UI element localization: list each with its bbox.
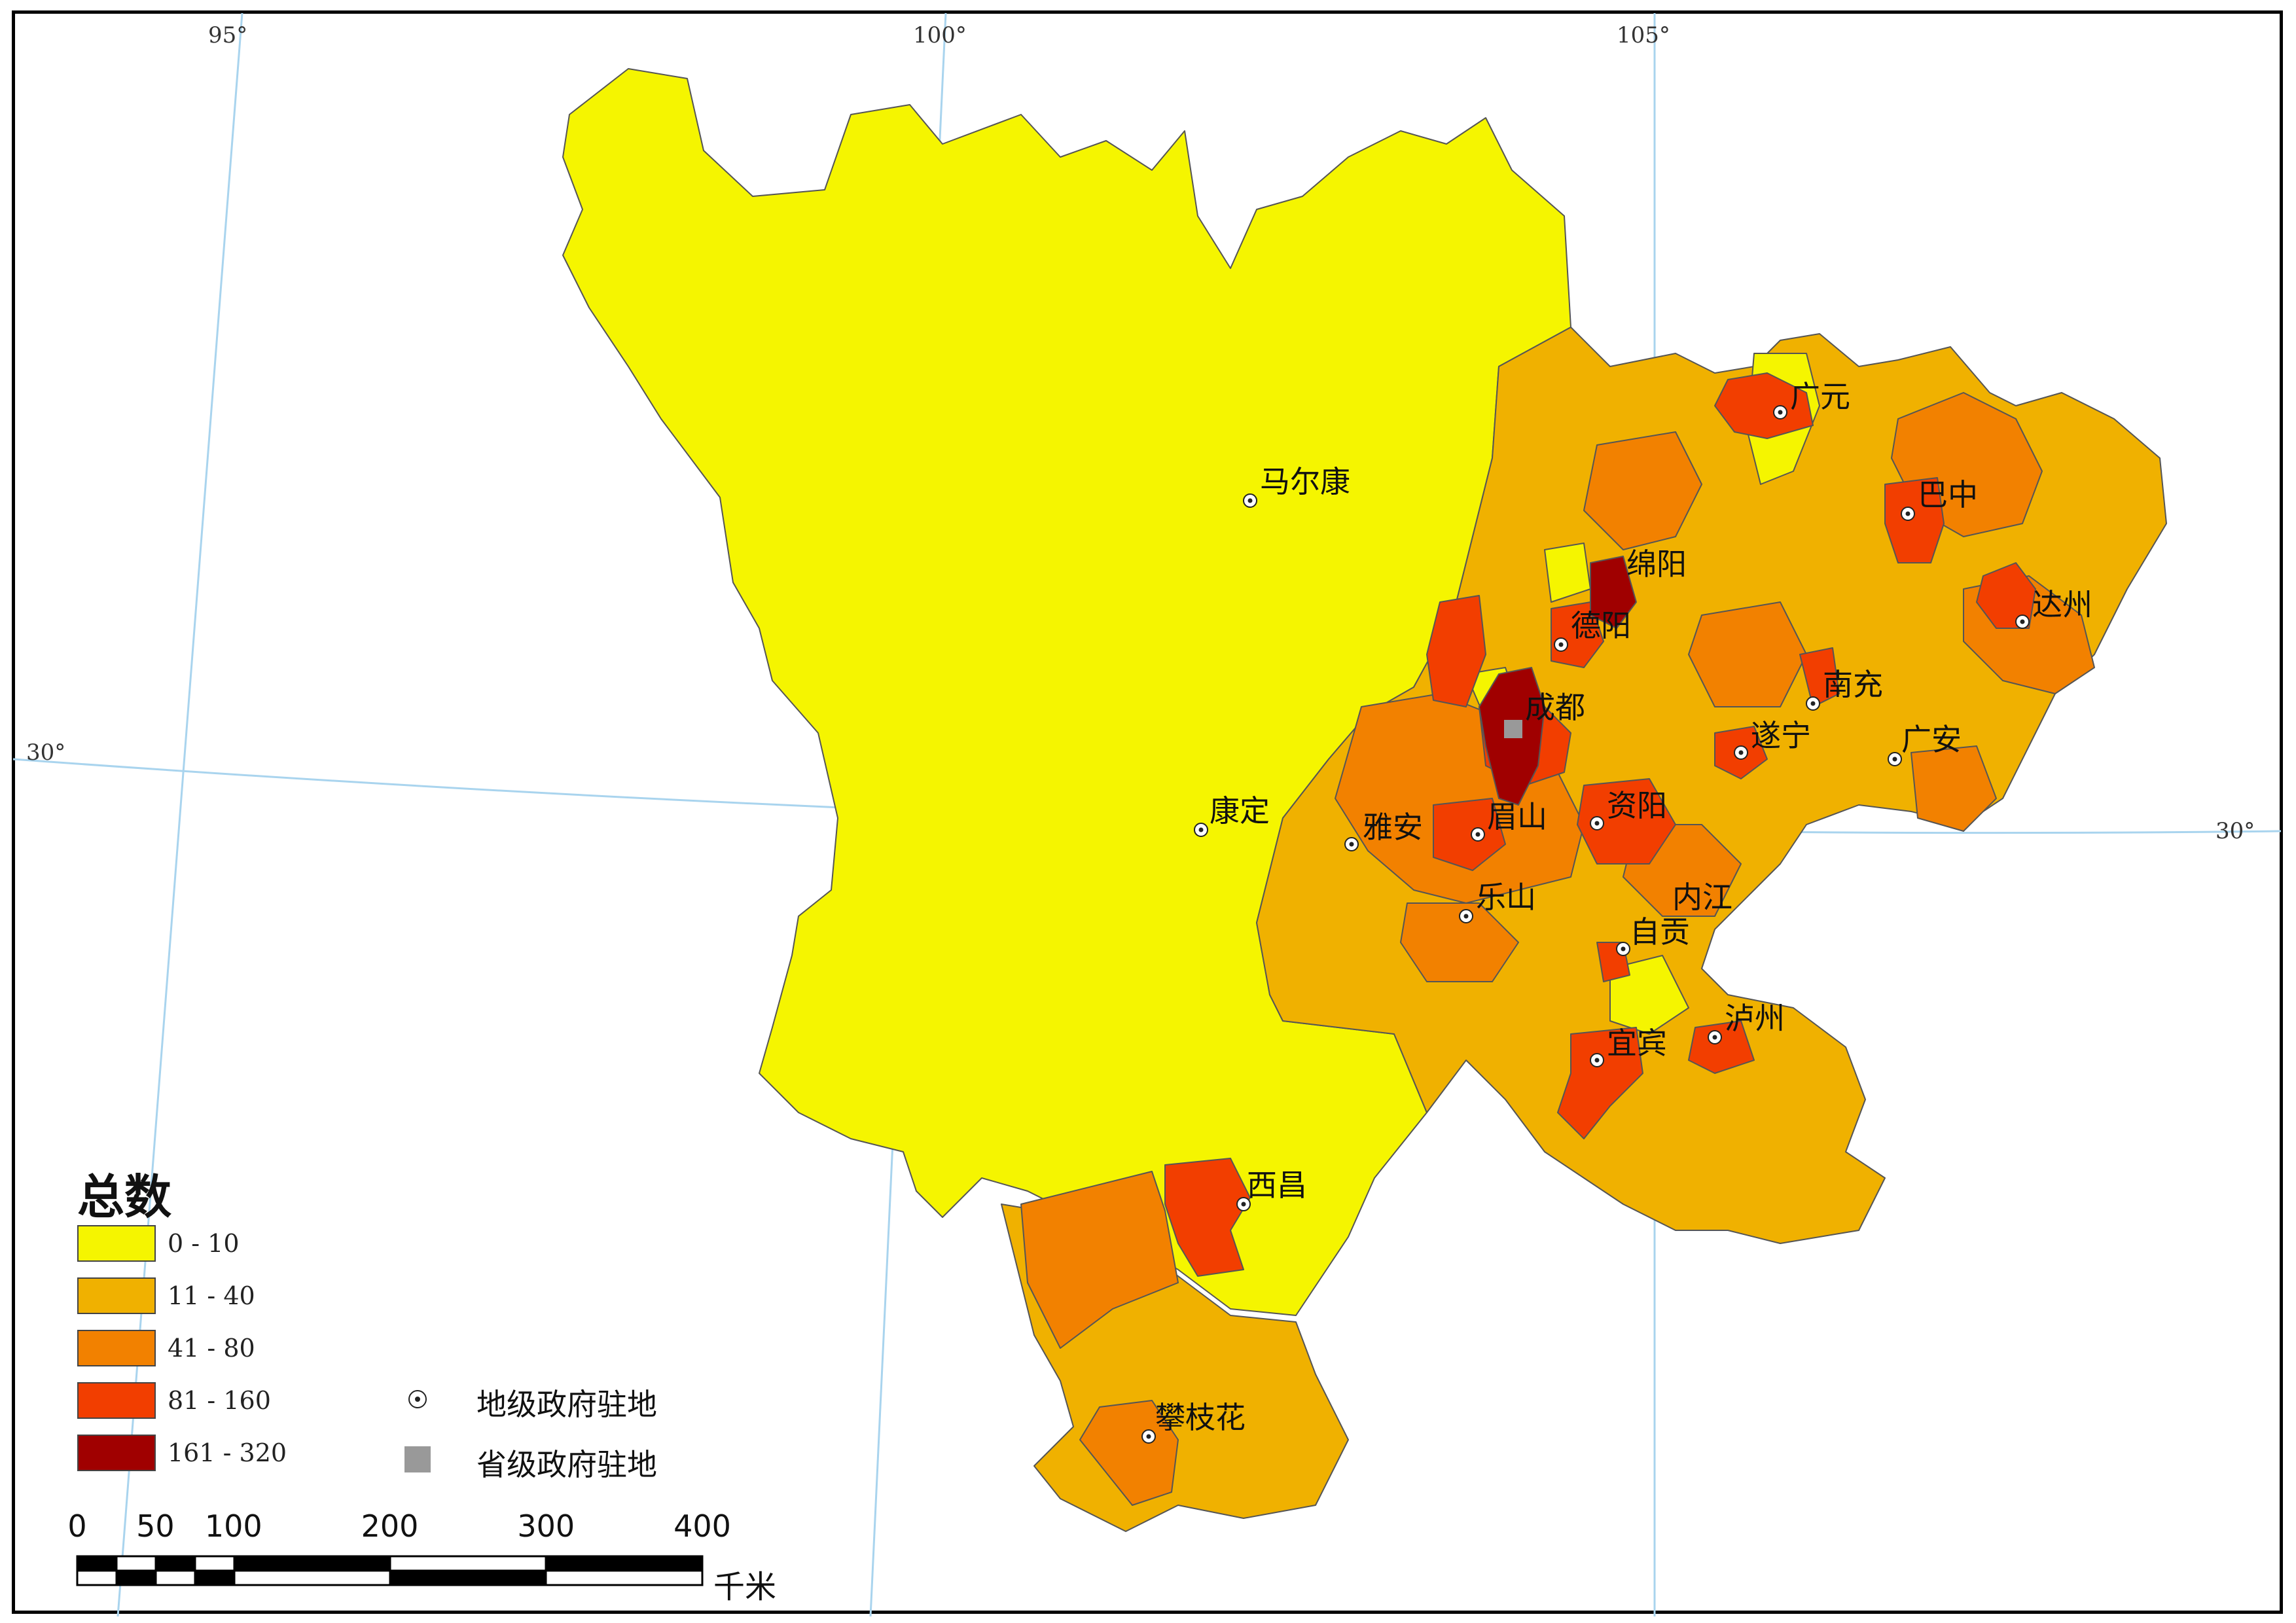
legend-swatch xyxy=(77,1382,156,1419)
legend-swatch xyxy=(77,1435,156,1471)
region-darkred-mianyang xyxy=(1590,556,1637,629)
region-red-guangyuan xyxy=(1714,372,1814,439)
seat-maerkang xyxy=(1243,493,1257,508)
seat-leshan xyxy=(1459,909,1473,923)
choropleth-regions xyxy=(562,68,2167,1532)
scale-tick-label: 300 xyxy=(517,1508,575,1544)
legend-class-label: 0 - 10 xyxy=(168,1229,240,1258)
legend-class-label: 11 - 40 xyxy=(168,1281,255,1310)
gray-square-icon xyxy=(404,1446,431,1472)
scale-tick-label: 200 xyxy=(361,1508,419,1544)
city-label-yibin: 宜宾 xyxy=(1607,1026,1667,1061)
seat-meishan xyxy=(1471,827,1485,842)
seat-bazhong xyxy=(1901,507,1915,521)
seat-yibin xyxy=(1590,1053,1604,1067)
lon-95-label: 95° xyxy=(208,22,248,48)
city-label-kangding: 康定 xyxy=(1210,793,1270,829)
region-red-yibin xyxy=(1557,1027,1643,1139)
region-xichang-red xyxy=(1164,1158,1251,1277)
region-red-nanchong xyxy=(1799,647,1840,707)
city-label-maerkang: 马尔康 xyxy=(1260,464,1350,499)
city-label-panzhihua: 攀枝花 xyxy=(1155,1400,1246,1435)
city-label-zigong: 自贡 xyxy=(1630,914,1690,950)
region-orange-guangan xyxy=(1910,745,1997,832)
region-red-meishan xyxy=(1433,798,1506,871)
scale-tick-label: 400 xyxy=(673,1508,731,1544)
scale-tick-label: 50 xyxy=(136,1508,175,1544)
city-label-dazhou: 达州 xyxy=(2032,587,2092,622)
region-red-deyang xyxy=(1551,601,1604,668)
seat-ziyang xyxy=(1590,816,1604,830)
legend-provincial-seat-label: 省级政府驻地 xyxy=(476,1447,657,1482)
seat-deyang xyxy=(1554,637,1568,652)
city-label-yaan: 雅安 xyxy=(1363,810,1423,845)
scale-bar-unit: 千米 xyxy=(713,1569,777,1605)
seat-panzhihua xyxy=(1141,1429,1156,1444)
region-orange-mianyang xyxy=(1583,431,1702,550)
seat-suining xyxy=(1734,745,1748,760)
city-label-mianyang: 绵阳 xyxy=(1626,546,1687,582)
city-label-luzhou: 泸州 xyxy=(1725,1001,1785,1036)
seat-guangyuan xyxy=(1773,405,1787,419)
city-label-bazhong: 巴中 xyxy=(1918,477,1978,512)
seat-kangding xyxy=(1194,823,1208,837)
seat-zigong xyxy=(1616,942,1630,956)
lat-30-left-label: 30° xyxy=(26,740,66,766)
seat-yaan xyxy=(1344,837,1359,851)
legend-swatch xyxy=(77,1225,156,1262)
map-frame xyxy=(12,10,2283,1614)
legend-swatch xyxy=(77,1330,156,1366)
city-label-nanchong: 南充 xyxy=(1823,667,1883,702)
seat-luzhou xyxy=(1708,1030,1722,1044)
legend-prefecture-seat-label: 地级政府驻地 xyxy=(476,1387,657,1422)
legend-symbols xyxy=(404,1390,431,1472)
seat-markers xyxy=(1141,405,2030,1444)
legend-class-label: 41 - 80 xyxy=(168,1334,255,1363)
city-label-meishan: 眉山 xyxy=(1487,799,1547,834)
seat-nanchong xyxy=(1806,696,1820,711)
region-red-luzhou xyxy=(1688,1020,1755,1074)
seat-chengdu-provincial xyxy=(1504,720,1522,738)
lon-100-label: 100° xyxy=(913,22,967,48)
city-label-suining: 遂宁 xyxy=(1751,718,1811,753)
seat-xichang xyxy=(1236,1197,1251,1211)
region-liangshan-orange xyxy=(1020,1171,1179,1349)
legend-class-label: 81 - 160 xyxy=(168,1386,271,1415)
seat-guangan xyxy=(1888,752,1902,766)
scale-tick-label: 100 xyxy=(204,1508,262,1544)
meridian-95 xyxy=(117,12,243,1617)
scale-tick-label: 0 xyxy=(67,1508,87,1544)
city-label-guangan: 广安 xyxy=(1901,722,1962,757)
scale-bar xyxy=(76,1555,704,1586)
legend-class-label: 161 - 320 xyxy=(168,1438,287,1467)
dot-circle-icon xyxy=(408,1390,427,1408)
lon-105-label: 105° xyxy=(1617,22,1670,48)
region-east-base xyxy=(1256,327,2167,1244)
region-orange-leshan xyxy=(1400,902,1519,982)
seat-dazhou xyxy=(2015,615,2030,629)
region-red-ziyang xyxy=(1577,778,1676,865)
city-label-chengdu: 成都 xyxy=(1525,690,1585,725)
legend-swatch xyxy=(77,1277,156,1314)
legend-title: 总数 xyxy=(77,1169,172,1224)
city-label-neijiang: 内江 xyxy=(1672,880,1732,915)
city-label-ziyang: 资阳 xyxy=(1607,788,1667,823)
city-label-guangyuan: 广元 xyxy=(1790,379,1850,414)
city-label-deyang: 德阳 xyxy=(1571,608,1631,643)
region-panzhihua-orange xyxy=(1079,1400,1179,1506)
city-label-leshan: 乐山 xyxy=(1476,880,1536,915)
region-orange-nanchong xyxy=(1688,601,1807,707)
city-label-xichang: 西昌 xyxy=(1247,1168,1307,1203)
region-red-bazhong xyxy=(1884,477,1945,563)
region-red-pengzhou xyxy=(1426,595,1486,707)
lat-30-right-label: 30° xyxy=(2215,818,2255,844)
region-red-dazhou xyxy=(1976,562,2036,629)
